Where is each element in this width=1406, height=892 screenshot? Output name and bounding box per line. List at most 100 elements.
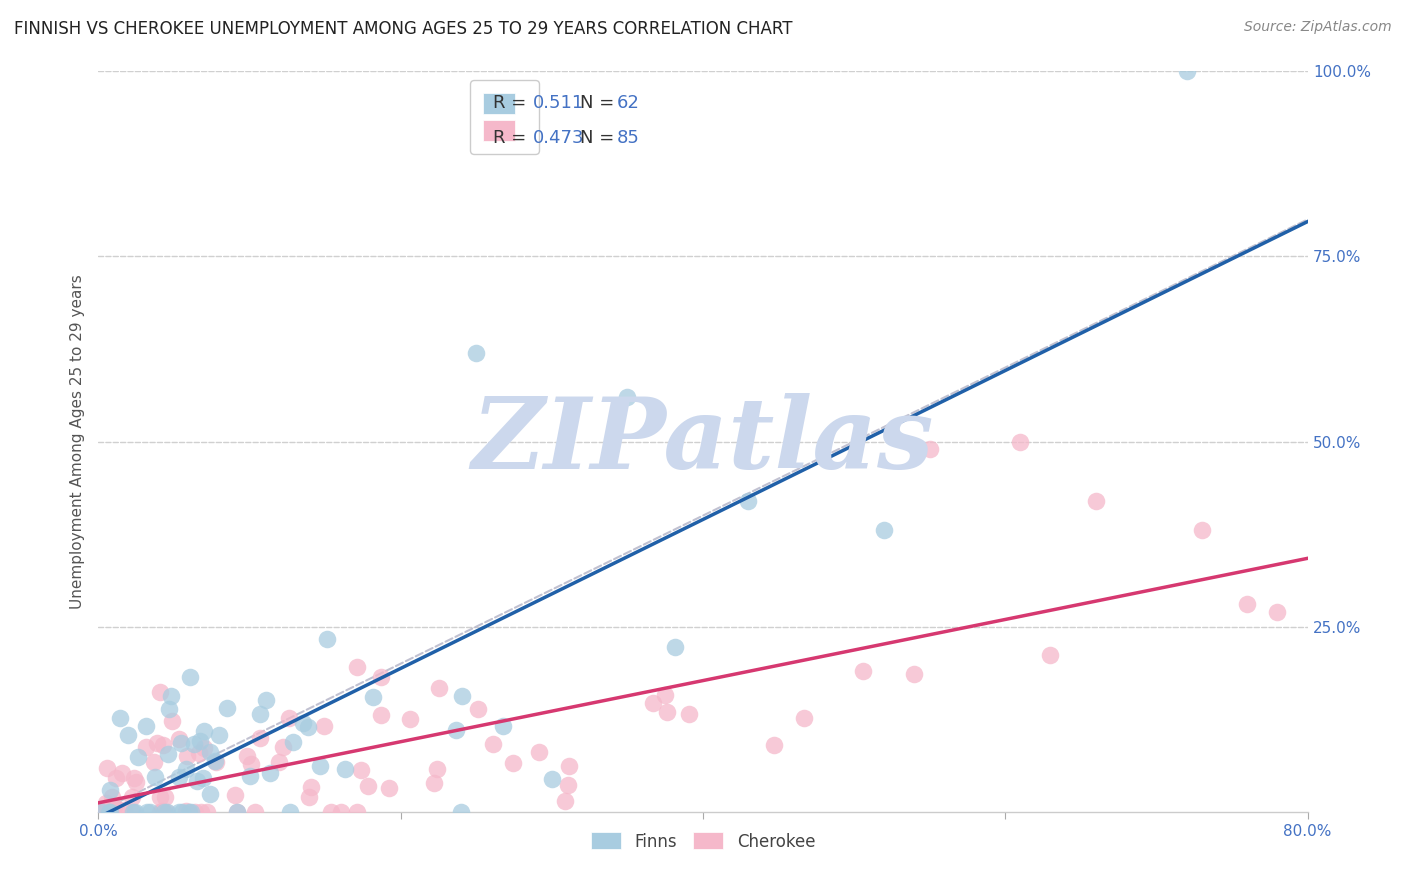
Point <box>191 771 214 785</box>
Point <box>101 790 124 805</box>
Point <box>346 805 368 819</box>
Point <box>873 524 896 538</box>
Point <box>346 659 368 673</box>
Point <box>243 805 266 819</box>
Point <box>111 765 134 780</box>
Point <box>100 782 122 797</box>
Point <box>226 805 249 819</box>
Point <box>167 731 190 746</box>
Point <box>259 765 281 780</box>
Point <box>465 345 488 359</box>
Text: 0.511: 0.511 <box>533 95 583 112</box>
Point <box>308 758 330 772</box>
Point <box>105 771 128 785</box>
Point <box>271 739 294 754</box>
Point <box>240 757 263 772</box>
Point <box>195 805 218 819</box>
Point <box>298 789 321 804</box>
Point <box>204 755 226 769</box>
Legend: Finns, Cherokee: Finns, Cherokee <box>582 824 824 859</box>
Point <box>370 707 392 722</box>
Point <box>152 738 174 752</box>
Point <box>153 805 176 819</box>
Point <box>357 779 380 793</box>
Point <box>481 737 503 751</box>
Point <box>280 805 302 819</box>
Point <box>98 805 121 819</box>
Point <box>143 755 166 769</box>
Point <box>350 764 373 778</box>
Point <box>793 711 815 725</box>
Point <box>254 692 277 706</box>
Point <box>145 736 167 750</box>
Point <box>193 723 215 738</box>
Point <box>235 748 257 763</box>
Point <box>1175 64 1198 78</box>
Point <box>136 805 159 819</box>
Point <box>558 759 581 773</box>
Point <box>160 714 183 729</box>
Point <box>139 805 162 819</box>
Point <box>149 685 172 699</box>
Text: Source: ZipAtlas.com: Source: ZipAtlas.com <box>1244 20 1392 34</box>
Point <box>450 805 472 819</box>
Point <box>188 746 211 760</box>
Point <box>135 719 157 733</box>
Point <box>183 737 205 751</box>
Point <box>89 805 111 819</box>
Point <box>90 802 112 816</box>
Text: N =: N = <box>579 129 620 147</box>
Point <box>641 697 664 711</box>
Point <box>117 728 139 742</box>
Point <box>112 803 135 817</box>
Point <box>96 761 118 775</box>
Point <box>918 442 941 456</box>
Point <box>427 681 450 695</box>
Point <box>103 799 125 814</box>
Point <box>852 664 875 678</box>
Point <box>135 740 157 755</box>
Point <box>122 772 145 786</box>
Point <box>249 731 271 745</box>
Point <box>150 805 173 819</box>
Point <box>1010 434 1032 449</box>
Point <box>121 805 143 819</box>
Point <box>186 773 208 788</box>
Point <box>103 799 125 814</box>
Point <box>155 805 177 819</box>
Point <box>316 632 339 647</box>
Text: R =: R = <box>492 129 531 147</box>
Point <box>224 789 246 803</box>
Point <box>148 805 170 819</box>
Point <box>426 763 449 777</box>
Point <box>124 805 146 819</box>
Point <box>172 805 194 819</box>
Point <box>184 805 207 819</box>
Point <box>278 711 301 725</box>
Point <box>176 749 198 764</box>
Point <box>226 805 249 819</box>
Point <box>446 723 468 738</box>
Point <box>664 640 686 654</box>
Point <box>297 721 319 735</box>
Point <box>125 775 148 789</box>
Point <box>1236 598 1258 612</box>
Point <box>1267 605 1289 619</box>
Point <box>169 805 191 819</box>
Point <box>215 700 238 714</box>
Point <box>762 738 785 752</box>
Point <box>153 789 176 804</box>
Point <box>502 756 524 770</box>
Point <box>121 790 143 805</box>
Point <box>179 805 201 819</box>
Point <box>127 750 149 764</box>
Point <box>145 770 167 784</box>
Text: R =: R = <box>492 95 531 112</box>
Point <box>249 706 271 721</box>
Point <box>104 802 127 816</box>
Point <box>200 788 222 802</box>
Point <box>239 769 262 783</box>
Point <box>149 790 172 805</box>
Point <box>1039 648 1062 663</box>
Point <box>370 670 392 684</box>
